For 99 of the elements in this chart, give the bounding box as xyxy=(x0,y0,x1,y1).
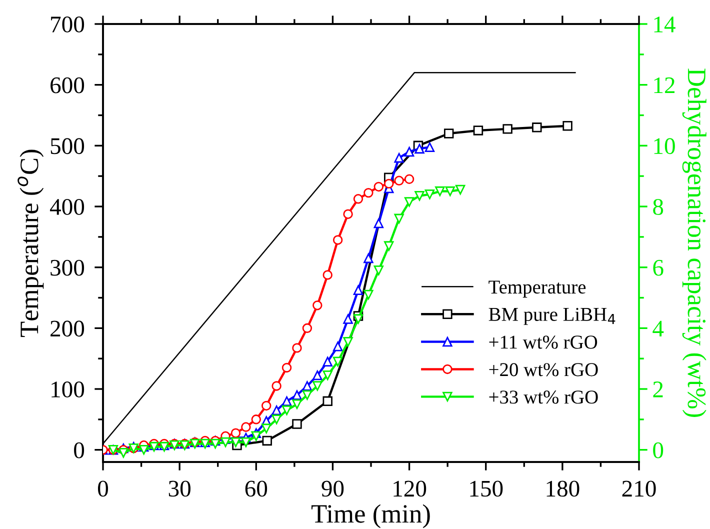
point xyxy=(394,152,404,163)
y2-tick-label: 0 xyxy=(653,442,664,458)
point xyxy=(424,189,435,200)
point xyxy=(343,209,353,219)
point xyxy=(445,186,455,196)
point xyxy=(282,362,292,373)
point xyxy=(312,370,322,380)
x-axis-title: Time (min) xyxy=(311,504,430,528)
point xyxy=(272,405,282,416)
point xyxy=(282,405,292,416)
y-tick-label: 400 xyxy=(50,198,84,215)
y2-tick-label: 4 xyxy=(652,320,664,336)
x-tick-label: 150 xyxy=(470,480,503,497)
point xyxy=(220,437,230,448)
y-tick-label: 700 xyxy=(51,16,84,32)
point xyxy=(353,194,364,204)
point xyxy=(353,285,364,296)
point xyxy=(292,343,302,353)
y-axis-title: Temperature ($^{o}$C) xyxy=(18,150,44,337)
point xyxy=(272,414,282,424)
point xyxy=(502,124,512,134)
point xyxy=(332,342,343,352)
y2-tick-label: 8 xyxy=(653,198,664,215)
point xyxy=(292,399,302,410)
point xyxy=(230,437,241,448)
point xyxy=(404,146,414,157)
x-tick-label: 30 xyxy=(168,480,190,497)
y-tick-label: 500 xyxy=(50,138,84,154)
point xyxy=(455,184,466,195)
point xyxy=(241,437,251,448)
x-tick-label: 60 xyxy=(245,480,268,497)
x-tick-label: 90 xyxy=(322,480,344,497)
y2-tick-label: 6 xyxy=(653,260,664,276)
point xyxy=(473,126,484,136)
point xyxy=(332,356,343,366)
legend-label: +33 wt% rGO xyxy=(489,390,598,404)
point xyxy=(343,314,353,324)
point xyxy=(343,336,353,347)
x-tick-label: 120 xyxy=(394,480,426,497)
point xyxy=(302,323,312,334)
point xyxy=(384,178,394,189)
point xyxy=(312,381,322,391)
point xyxy=(262,436,272,446)
point xyxy=(404,174,414,184)
point xyxy=(251,431,262,442)
legend-label: Temperature xyxy=(488,280,586,298)
legend-label: +20 wt% rGO xyxy=(489,363,598,376)
point xyxy=(404,197,414,207)
point xyxy=(374,218,384,228)
point xyxy=(302,390,312,400)
point xyxy=(414,190,424,201)
point xyxy=(364,253,374,264)
y2-tick-label: 14 xyxy=(654,16,676,32)
point xyxy=(241,422,251,432)
point xyxy=(261,400,272,411)
y-tick-label: 600 xyxy=(50,77,84,94)
point xyxy=(394,214,404,224)
point xyxy=(292,390,302,400)
point xyxy=(292,419,302,429)
point xyxy=(322,396,332,406)
point xyxy=(374,266,384,276)
x-tick-label: 180 xyxy=(546,480,580,497)
point xyxy=(384,241,394,251)
point xyxy=(251,414,262,424)
y2-tick-label: 10 xyxy=(654,138,675,154)
point xyxy=(414,144,424,154)
y-tick-label: 300 xyxy=(50,260,84,276)
point xyxy=(272,381,282,391)
point xyxy=(364,290,374,300)
y-tick-label: 200 xyxy=(50,320,84,337)
point xyxy=(353,314,364,324)
point xyxy=(532,122,542,132)
point xyxy=(394,176,404,186)
point xyxy=(322,356,332,366)
y-tick-label: 100 xyxy=(52,381,84,398)
point xyxy=(444,128,454,138)
point xyxy=(424,142,435,152)
point xyxy=(118,448,128,458)
point xyxy=(435,186,445,196)
legend-label: +11 wt% rGO xyxy=(489,336,598,349)
point xyxy=(282,396,292,406)
y2-tick-label: 2 xyxy=(653,382,663,398)
y2-axis-title: Dehydrogenation capacity (wt%) xyxy=(682,68,706,417)
point xyxy=(312,300,322,310)
point xyxy=(322,370,332,380)
point xyxy=(332,235,343,245)
point xyxy=(374,182,384,192)
y-tick-label: 0 xyxy=(74,442,84,458)
point xyxy=(138,444,149,455)
x-tick-label: 210 xyxy=(622,480,656,497)
point xyxy=(230,428,241,438)
point xyxy=(364,188,374,198)
point xyxy=(322,270,332,280)
y2-tick-label: 12 xyxy=(654,77,675,94)
point xyxy=(210,438,220,449)
x-tick-label: 0 xyxy=(98,480,108,497)
point xyxy=(562,121,572,131)
point xyxy=(261,424,272,434)
legend-label: BM pure LiBH$_{4}$ xyxy=(488,308,616,325)
